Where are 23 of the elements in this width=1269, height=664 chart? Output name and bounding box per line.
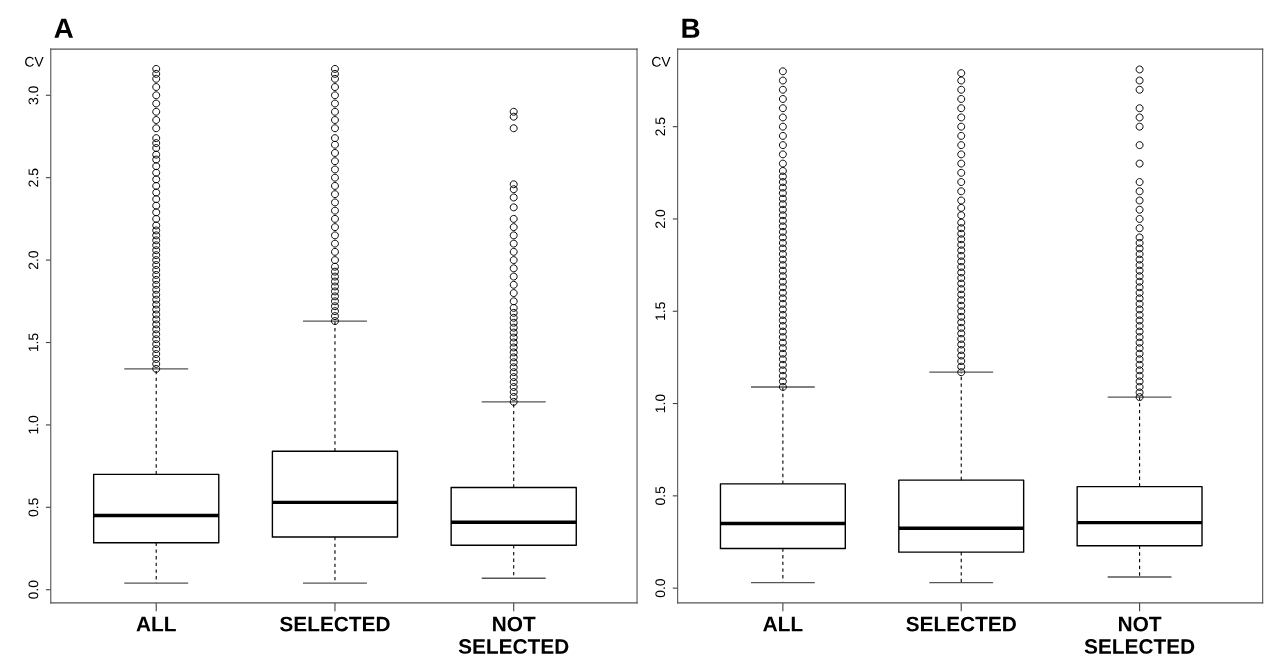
y-tick-label: 0.0 bbox=[28, 580, 39, 599]
y-tick-label: 1.5 bbox=[655, 302, 666, 320]
x-tick-label: ALL bbox=[136, 616, 176, 632]
x-tick-label: ALL bbox=[763, 616, 803, 632]
y-tick-label: 3.0 bbox=[28, 86, 39, 105]
y-tick-label: 1.0 bbox=[28, 415, 39, 434]
x-tick-label: NOT SELECTED bbox=[1084, 616, 1195, 654]
y-tick-label: 2.0 bbox=[28, 250, 39, 270]
chart-title: B bbox=[682, 18, 700, 38]
y-tick-label: 2.5 bbox=[28, 168, 39, 187]
chart-title: A bbox=[54, 18, 74, 38]
y-tick-label: 0.5 bbox=[655, 486, 666, 505]
y-axis-title: CV bbox=[25, 56, 44, 67]
y-axis-title: CV bbox=[652, 56, 671, 67]
x-tick-label: NOT SELECTED bbox=[458, 616, 569, 654]
y-tick-label: 0.5 bbox=[28, 498, 39, 517]
y-tick-label: 1.5 bbox=[28, 333, 39, 352]
x-tick-label: SELECTED bbox=[906, 616, 1016, 632]
x-tick-label: SELECTED bbox=[280, 616, 390, 632]
y-tick-label: 1.0 bbox=[655, 394, 666, 413]
y-tick-label: 2.0 bbox=[655, 209, 666, 228]
y-tick-label: 0.0 bbox=[655, 579, 666, 598]
y-tick-label: 2.5 bbox=[655, 117, 666, 136]
